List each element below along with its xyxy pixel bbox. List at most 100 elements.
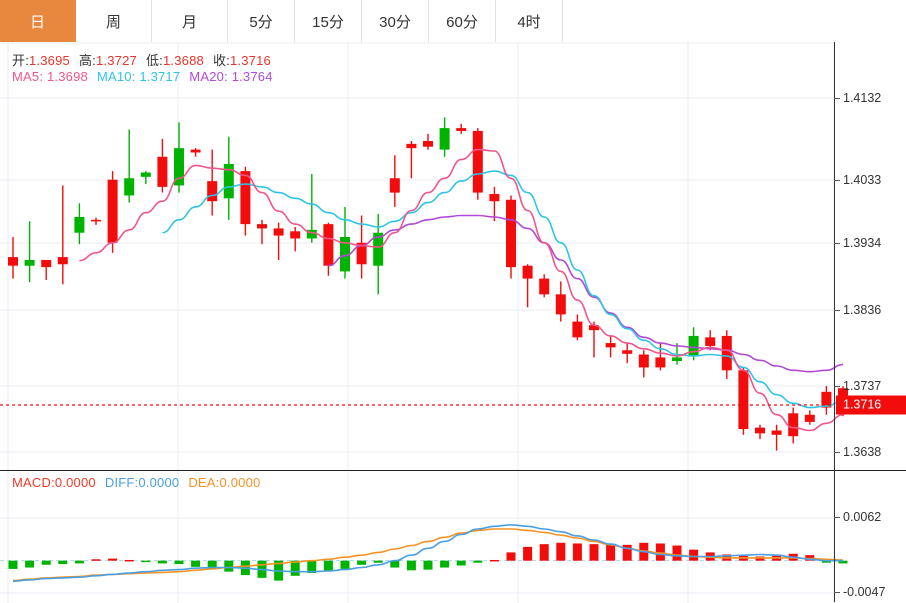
macd-histogram-bar (340, 560, 350, 569)
tab-day[interactable]: 日 (0, 0, 76, 42)
candle-body (107, 179, 118, 243)
candle-body (555, 294, 566, 315)
candle-body (489, 194, 500, 202)
dea-label: DEA: (188, 475, 220, 490)
candle-body (91, 219, 101, 222)
macd-histogram-bar (191, 560, 201, 567)
candle-body (223, 163, 234, 199)
moving-average-legend: MA5: 1.3698 MA10: 1.3717 MA20: 1.3764 (12, 69, 273, 84)
tab-week[interactable]: 周 (76, 0, 152, 42)
macd-histogram-bar (8, 560, 18, 569)
axis-tick-mark (834, 98, 840, 99)
macd-axis-tick-label: 0.0062 (843, 510, 882, 524)
ma20-label: MA20: (189, 69, 228, 84)
price-axis-tick-label: 1.3737 (843, 379, 882, 393)
candle-body (174, 148, 184, 186)
macd-histogram-bar (91, 559, 101, 561)
price-panel[interactable]: 开:1.3695 高:1.3727 低:1.3688 收:1.3716 MA5: 1.… (0, 42, 906, 470)
tab-label: 15分 (312, 13, 344, 31)
macd-histogram-bar (473, 560, 483, 563)
candle-body (207, 181, 218, 202)
macd-histogram-bar (406, 560, 416, 571)
macd-histogram-bar (838, 560, 848, 564)
candle-body (373, 232, 384, 266)
candle-body (140, 172, 151, 177)
candle-body (788, 413, 799, 437)
tab-bar-filler (563, 0, 906, 42)
close-label: 收: (212, 53, 230, 68)
candle-body (323, 224, 334, 266)
ma10-line (162, 170, 844, 409)
candle-body (688, 335, 699, 356)
ma5-line (79, 148, 844, 432)
tab-label: 日 (29, 13, 45, 31)
axis-tick-mark (834, 386, 840, 387)
macd-histogram-bar (207, 560, 217, 569)
low-value: 1.3688 (162, 53, 204, 68)
candle-body (57, 257, 68, 265)
axis-tick-mark (834, 592, 840, 593)
candle-body (8, 257, 18, 266)
macd-histogram-bar (108, 558, 118, 561)
high-label: 高: (78, 53, 96, 68)
close-value: 1.3716 (229, 53, 271, 68)
macd-histogram-bar (174, 560, 184, 565)
candle-body (638, 354, 649, 368)
macd-histogram-bar (539, 544, 549, 561)
macd-histogram-bar (523, 546, 533, 561)
macd-histogram-bar (58, 560, 68, 565)
macd-panel[interactable]: MACD:0.0000 DIFF:0.0000 DEA:0.0000 (0, 470, 906, 603)
tab-5min[interactable]: 5分 (228, 0, 295, 42)
candle-body (605, 343, 616, 348)
candle-body (423, 140, 433, 147)
macd-histogram-bar (290, 560, 300, 576)
tab-60min[interactable]: 60分 (429, 0, 496, 42)
open-label: 开: (12, 53, 30, 68)
candle-body (340, 237, 350, 272)
candle-body (821, 391, 832, 408)
price-axis-tick-label: 1.4132 (843, 91, 882, 105)
tab-4hour[interactable]: 4时 (496, 0, 563, 42)
macd-histogram-bar (606, 544, 616, 561)
macd-legend: MACD:0.0000 DIFF:0.0000 DEA:0.0000 (12, 475, 260, 490)
ma10-label: MA10: (96, 69, 136, 84)
candle-body (622, 350, 633, 354)
macd-histogram-bar (41, 560, 51, 565)
macd-histogram-bar (323, 560, 333, 571)
macd-histogram-bar (506, 552, 516, 561)
macd-histogram-bar (655, 543, 665, 561)
candle-body (439, 128, 450, 150)
macd-histogram-bar (572, 543, 582, 561)
macd-histogram-bar (622, 544, 632, 561)
macd-histogram-bar (373, 560, 383, 563)
macd-histogram-bar (390, 560, 400, 568)
tab-15min[interactable]: 15分 (295, 0, 362, 42)
tab-label: 周 (105, 13, 121, 31)
candle-body (804, 414, 815, 422)
axis-tick-mark (834, 180, 840, 181)
period-tab-bar: 日 周 月 5分 15分 30分 60分 4时 (0, 0, 906, 42)
candle-body (406, 143, 417, 149)
macd-histogram-bar (74, 560, 84, 564)
diff-label: DIFF: (104, 475, 139, 490)
tab-label: 4时 (517, 13, 541, 31)
macd-histogram-bar (141, 560, 151, 563)
candle-body (290, 231, 301, 239)
candle-body (257, 224, 267, 229)
candle-body (522, 265, 533, 279)
candle-body (721, 335, 732, 371)
macd-histogram-bar (672, 545, 682, 561)
macd-diff-line (12, 524, 843, 583)
candle-body (74, 216, 85, 233)
macd-label: MACD: (12, 475, 55, 490)
candle-body (124, 178, 135, 196)
axis-tick-mark (834, 517, 840, 518)
tab-label: 月 (181, 13, 197, 31)
tab-30min[interactable]: 30分 (362, 0, 429, 42)
axis-tick-mark (834, 310, 840, 311)
tab-month[interactable]: 月 (152, 0, 228, 42)
tab-label: 30分 (379, 13, 411, 31)
candle-body (589, 325, 599, 331)
low-label: 低: (145, 53, 163, 68)
